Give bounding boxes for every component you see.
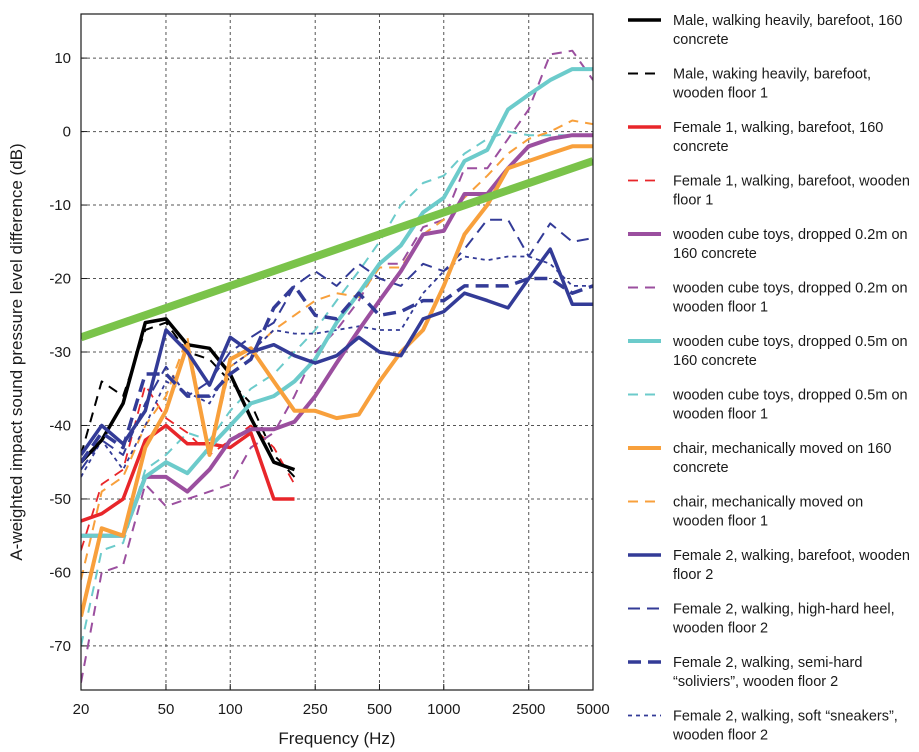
x-tick-label: 5000 xyxy=(576,701,609,718)
legend-label: chair, mechanically moved on wooden floor… xyxy=(672,495,863,530)
series-line-10 xyxy=(81,247,593,456)
legend-item: wooden cube toys, dropped 0.2m on wooden … xyxy=(628,281,908,316)
x-tick-label: 1000 xyxy=(427,701,460,718)
legend-item: Female 1, walking, barefoot, wooden floor… xyxy=(628,174,910,209)
series-line-9 xyxy=(81,119,593,581)
y-axis-label: A-weighted impact sound pressure level d… xyxy=(7,143,26,560)
legend-label: wooden cube toys, dropped 0.5m on 160 con… xyxy=(672,334,908,369)
legend-item: chair, mechanically moved on 160 concrete xyxy=(628,441,891,476)
legend-label: Female 2, walking, high-hard heel, wooden… xyxy=(672,602,895,637)
legend-label: Female 2, walking, soft “sneakers”, woode… xyxy=(672,709,898,744)
legend: Male, walking heavily, barefoot, 160 conc… xyxy=(628,13,910,744)
legend-label: Female 1, walking, barefoot, 160 concrete xyxy=(673,120,883,155)
series-line-11 xyxy=(81,218,593,471)
x-tick-label: 2500 xyxy=(512,701,545,718)
series-line-2 xyxy=(81,423,295,523)
legend-label: Female 2, walking, semi-hard “soliviers”,… xyxy=(673,655,862,690)
x-tick-label: 20 xyxy=(73,701,90,718)
legend-item: wooden cube toys, dropped 0.2m on 160 con… xyxy=(628,227,908,262)
y-tick-label: -50 xyxy=(49,491,71,508)
x-tick-label: 500 xyxy=(367,701,392,718)
legend-item: Female 2, walking, high-hard heel, wooden… xyxy=(628,602,895,637)
legend-item: wooden cube toys, dropped 0.5m on wooden … xyxy=(628,388,908,423)
x-axis-label: Frequency (Hz) xyxy=(278,729,395,748)
legend-item: chair, mechanically moved on wooden floor… xyxy=(628,495,863,530)
legend-label: wooden cube toys, dropped 0.2m on 160 con… xyxy=(672,227,908,262)
y-tick-label: -10 xyxy=(49,197,71,214)
x-tick-label: 250 xyxy=(303,701,328,718)
series-line-4 xyxy=(81,133,593,538)
series-line-5 xyxy=(81,49,593,683)
y-tick-label: -70 xyxy=(49,638,71,655)
legend-item: Male, walking heavily, barefoot, 160 conc… xyxy=(628,13,902,48)
legend-item: wooden cube toys, dropped 0.5m on 160 con… xyxy=(628,334,908,369)
legend-item: Female 2, walking, semi-hard “soliviers”,… xyxy=(628,655,862,690)
x-tick-label: 100 xyxy=(218,701,243,718)
legend-label: wooden cube toys, dropped 0.5m on wooden … xyxy=(672,388,908,423)
y-tick-label: -40 xyxy=(49,417,71,434)
axis-ticks: 20 50 100 250 500 1000 2500 5000-70-60-50-40-30… xyxy=(49,50,609,718)
y-tick-label: 0 xyxy=(63,124,71,141)
legend-item: Female 2, walking, barefoot, wooden floor… xyxy=(628,548,910,583)
legend-label: wooden cube toys, dropped 0.2m on wooden … xyxy=(672,281,908,316)
series-line-13 xyxy=(81,255,593,478)
y-tick-label: -60 xyxy=(49,564,71,581)
legend-item: Female 2, walking, soft “sneakers”, woode… xyxy=(628,709,898,744)
series-layer xyxy=(81,49,593,683)
y-tick-label: 10 xyxy=(54,50,71,67)
legend-item: Male, waking heavily, barefoot, wooden fl… xyxy=(628,67,871,102)
legend-label: chair, mechanically moved on 160 concrete xyxy=(673,441,891,476)
series-line-6 xyxy=(81,67,593,538)
y-tick-label: -30 xyxy=(49,344,71,361)
series-line-8 xyxy=(81,144,593,617)
legend-label: Male, waking heavily, barefoot, wooden fl… xyxy=(672,67,871,102)
series-line-14 xyxy=(81,157,593,342)
legend-label: Female 1, walking, barefoot, wooden floor… xyxy=(673,174,910,209)
legend-label: Female 2, walking, barefoot, wooden floor… xyxy=(673,548,910,583)
legend-label: Male, walking heavily, barefoot, 160 conc… xyxy=(673,13,902,48)
plot-frame xyxy=(80,13,594,691)
x-tick-label: 50 xyxy=(158,701,175,718)
legend-item: Female 1, walking, barefoot, 160 concrete xyxy=(628,120,883,155)
series-line-7 xyxy=(81,130,593,647)
y-tick-label: -20 xyxy=(49,271,71,288)
grid-lines xyxy=(81,14,593,690)
series-line-12 xyxy=(81,276,593,464)
